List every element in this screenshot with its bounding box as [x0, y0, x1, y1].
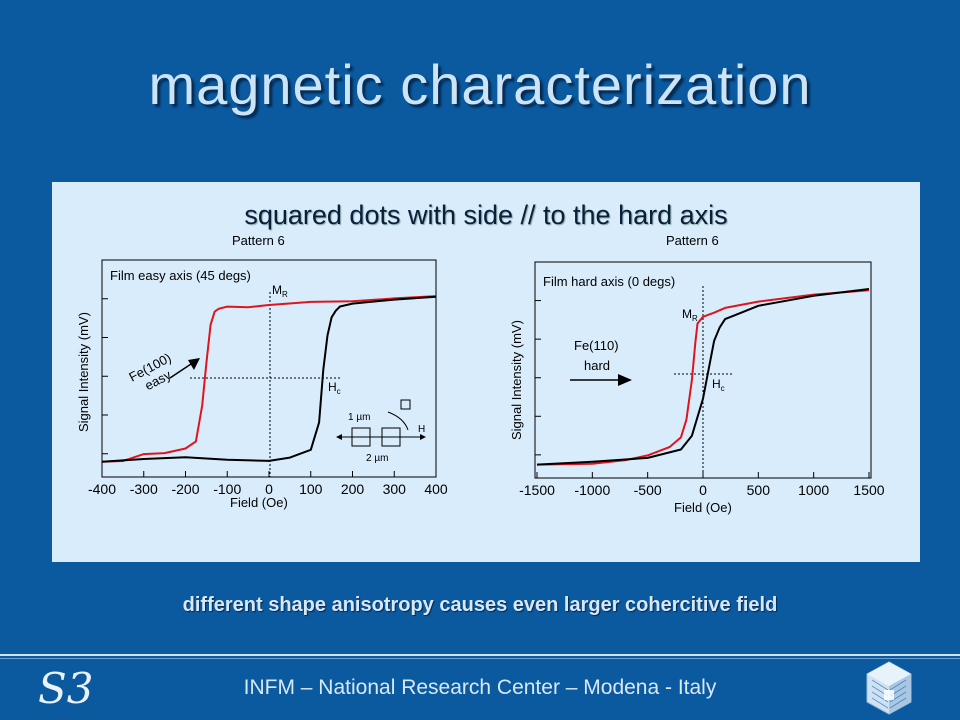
x-tick-label: -400	[88, 481, 116, 497]
chart-easy-mr-label: MR	[272, 283, 288, 299]
chart-easy-ylabel: Signal Intensity (mV)	[76, 312, 91, 432]
x-tick-label: 0	[265, 481, 273, 497]
chart-hard-xlabel: Field (Oe)	[674, 500, 732, 515]
x-tick-label: 1000	[798, 482, 829, 498]
x-tick-label: 200	[341, 481, 365, 497]
chart-hard-yticks	[535, 300, 541, 456]
chart-hard-arrow-head	[618, 374, 632, 386]
figure-svg: Pattern 6 Film easy axis (45 degs) -400-…	[76, 233, 885, 515]
chart-hard-title: Pattern 6	[666, 233, 719, 248]
x-tick-label: -200	[171, 481, 199, 497]
chart-hard-axis: Pattern 6 Film hard axis (0 degs) -1500-…	[509, 233, 885, 515]
footer-divider	[0, 654, 960, 656]
x-tick-label: 300	[383, 481, 407, 497]
chart-easy-series	[101, 295, 437, 463]
x-tick-label: 500	[747, 482, 771, 498]
chart-easy-xlabel: Field (Oe)	[230, 495, 288, 510]
svg-text:2 µm: 2 µm	[366, 453, 388, 464]
red-hysteresis-curve	[101, 295, 437, 463]
black-hysteresis-curve	[101, 295, 437, 463]
chart-hard-direction-line2: hard	[584, 358, 610, 373]
x-tick-label: 1500	[853, 482, 884, 498]
x-tick-label: -1500	[519, 482, 555, 498]
footer-divider-thin	[0, 658, 960, 659]
infm-cube-logo	[866, 661, 912, 715]
dot-schematic: 1 µm 2 µm H	[336, 399, 426, 464]
slide-title: magnetic characterization	[148, 53, 812, 116]
chart-hard-direction-line1: Fe(110)	[574, 338, 619, 353]
s3-logo: S3	[38, 664, 94, 713]
x-tick-label: -100	[213, 481, 241, 497]
chart-easy-arrow-line	[169, 361, 195, 379]
chart-hard-xticks: -1500 -1000 -500 0 500 1000 1500	[519, 472, 885, 498]
chart-easy-hc-label: Hc	[328, 380, 341, 396]
chart-easy-xticks: -400 -300 -200 -100 0 100 200 300 400	[88, 471, 448, 497]
chart-hard-hc-label: Hc	[712, 377, 725, 393]
chart-easy-title: Pattern 6	[232, 233, 285, 248]
chart-easy-arrow-head	[188, 358, 200, 370]
x-tick-label: -1000	[574, 482, 610, 498]
black-hysteresis-curve	[536, 288, 870, 466]
x-tick-label: 100	[299, 481, 323, 497]
x-tick-label: -500	[634, 482, 662, 498]
svg-text:H: H	[418, 424, 425, 435]
x-tick-label: 0	[699, 482, 707, 498]
chart-easy-axis: Pattern 6 Film easy axis (45 degs) -400-…	[76, 233, 448, 510]
x-tick-label: -300	[130, 481, 158, 497]
chart-hard-mr-label: MR	[682, 307, 698, 323]
chart-hard-series	[536, 288, 870, 466]
slide-caption: different shape anisotropy causes even l…	[182, 594, 778, 616]
svg-text:1 µm: 1 µm	[348, 412, 370, 423]
x-tick-label: 400	[424, 481, 448, 497]
chart-hard-ylabel: Signal Intensity (mV)	[509, 320, 524, 440]
figure-subtitle: squared dots with side // to the hard ax…	[244, 200, 728, 230]
chart-easy-yticks	[102, 298, 108, 455]
figure-panel: squared dots with side // to the hard ax…	[52, 182, 920, 562]
chart-easy-subtitle: Film easy axis (45 degs)	[110, 268, 251, 283]
chart-easy-direction-label: Fe(100) easy	[126, 350, 174, 393]
chart-hard-subtitle: Film hard axis (0 degs)	[543, 274, 675, 289]
footer-text: INFM – National Research Center – Modena…	[243, 676, 717, 699]
